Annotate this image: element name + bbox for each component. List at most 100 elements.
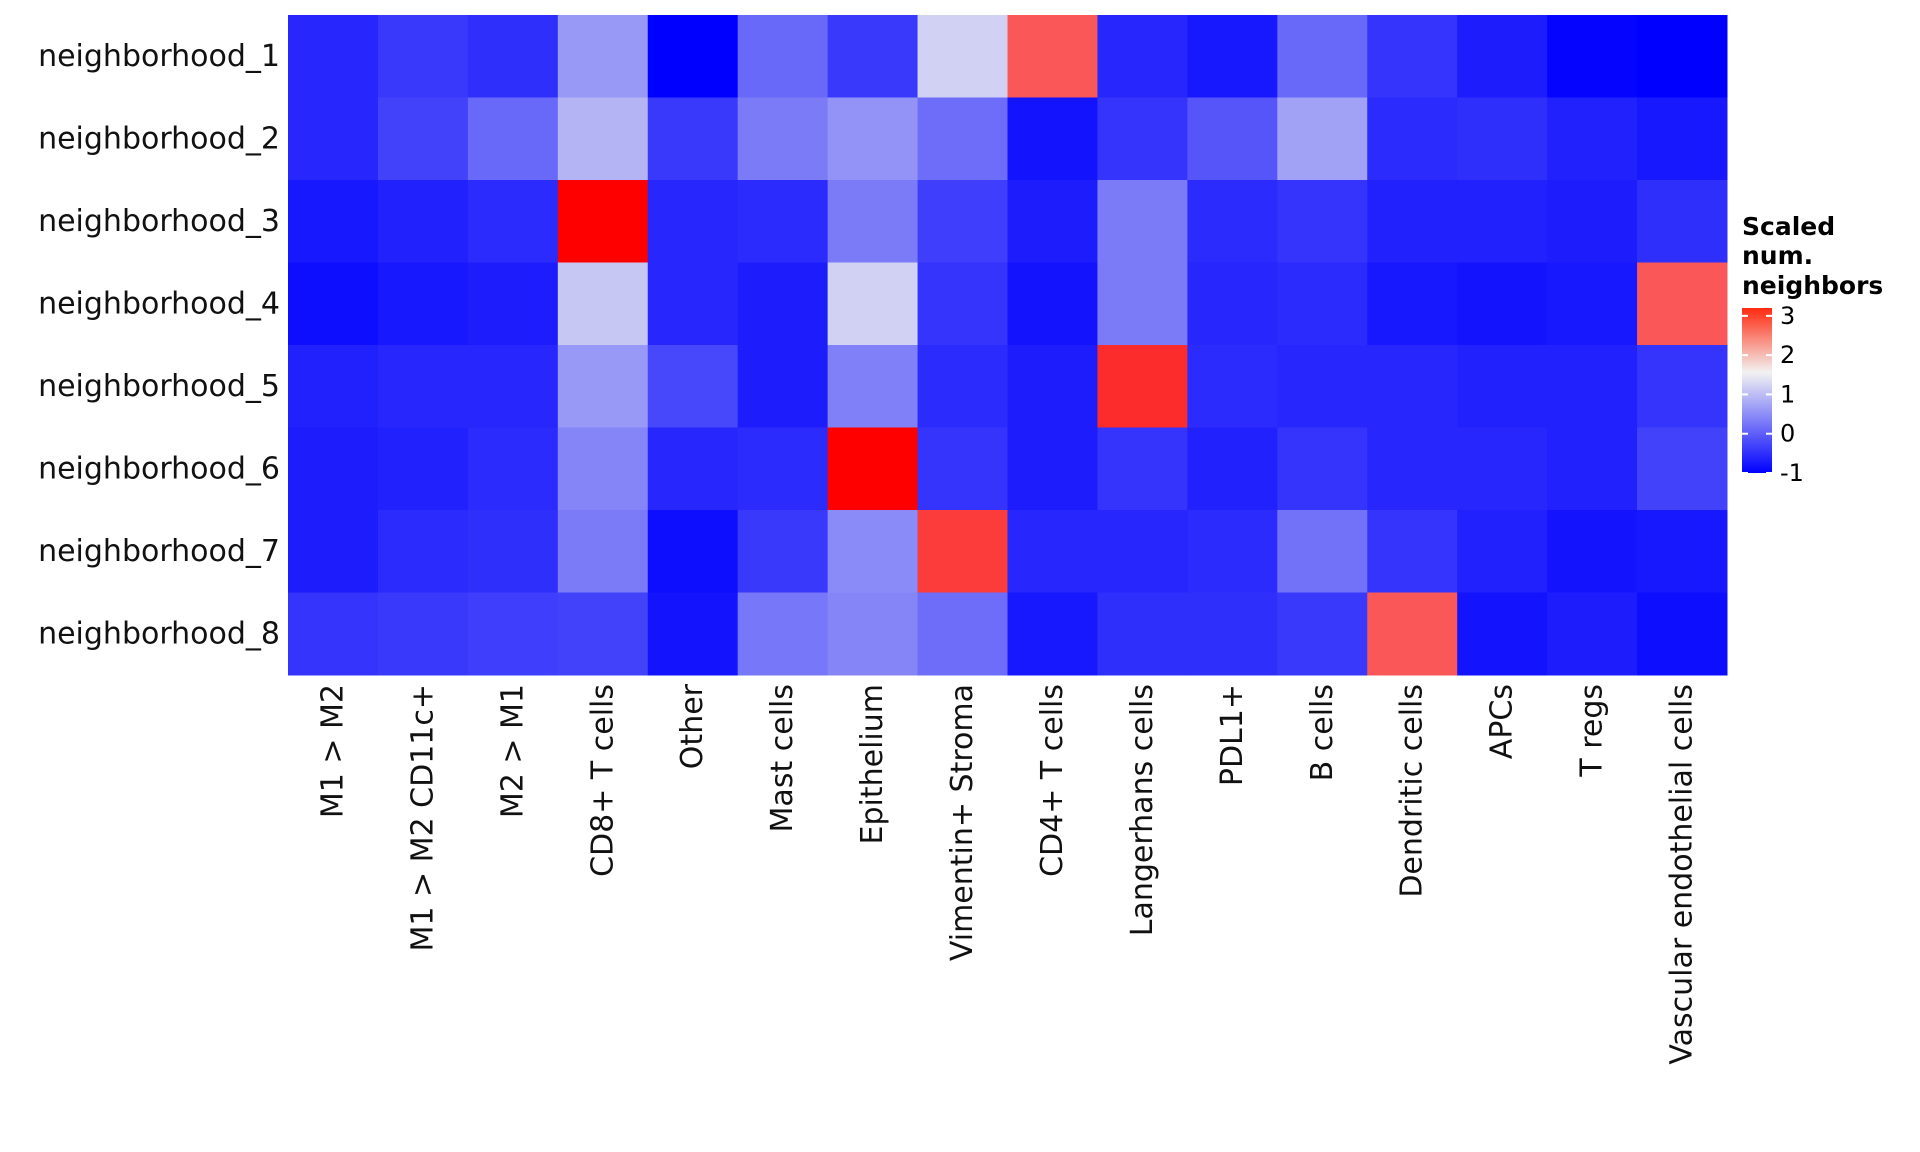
heatmap-cell	[377, 97, 469, 181]
heatmap-cells	[288, 15, 1728, 676]
heatmap-cell	[1187, 345, 1278, 428]
heatmap-cell	[1457, 15, 1548, 98]
heatmap-cell	[917, 345, 1008, 428]
heatmap-cell	[1097, 510, 1188, 593]
heatmap-cell	[1277, 15, 1368, 98]
heatmap-cell	[1367, 262, 1458, 346]
heatmap-cell	[1367, 427, 1458, 511]
heatmap-cell	[737, 427, 829, 511]
heatmap-cell	[467, 97, 559, 181]
heatmap-cell	[1187, 15, 1278, 98]
heatmap-cell	[917, 427, 1008, 511]
row-label: neighborhood_6	[38, 451, 280, 486]
column-label: Vimentin+ Stroma	[945, 684, 980, 961]
heatmap-cell	[1097, 592, 1188, 676]
heatmap-cell	[1277, 510, 1368, 593]
color-legend: Scaled num. neighbors 3 2 1 0 -1	[1742, 212, 1883, 487]
heatmap-cell	[1457, 510, 1548, 593]
heatmap-cell	[467, 180, 559, 263]
heatmap-cell	[917, 262, 1008, 346]
heatmap-cell	[1367, 97, 1458, 181]
heatmap-cell	[827, 180, 919, 263]
column-label: Vascular endothelial cells	[1665, 684, 1700, 1065]
heatmap-cell	[827, 262, 919, 346]
heatmap-cell	[647, 262, 739, 346]
heatmap-cell	[557, 180, 649, 263]
legend-title-line-1: Scaled	[1742, 212, 1835, 241]
legend-tick-label: 1	[1780, 380, 1795, 408]
column-label: Epithelium	[855, 684, 890, 844]
heatmap-cell	[377, 15, 469, 98]
heatmap-cell	[377, 262, 469, 346]
heatmap-cell	[1277, 97, 1368, 181]
heatmap-cell	[1637, 97, 1728, 181]
heatmap-cell	[288, 510, 379, 593]
heatmap-cell	[917, 592, 1008, 676]
heatmap-cell	[288, 15, 379, 98]
heatmap-cell	[557, 345, 649, 428]
heatmap-cell	[737, 180, 829, 263]
row-label: neighborhood_8	[38, 616, 280, 651]
row-label: neighborhood_7	[38, 534, 280, 569]
heatmap-cell	[1637, 592, 1728, 676]
heatmap-cell	[917, 97, 1008, 181]
heatmap-cell	[1277, 345, 1368, 428]
heatmap-cell	[1457, 427, 1548, 511]
column-label: Mast cells	[765, 684, 800, 832]
heatmap-cell	[1277, 262, 1368, 346]
heatmap-cell	[1097, 262, 1188, 346]
heatmap-cell	[1007, 345, 1098, 428]
column-label: CD4+ T cells	[1035, 684, 1070, 877]
row-label: neighborhood_3	[38, 204, 280, 239]
heatmap-cell	[1007, 427, 1098, 511]
column-label: Other	[675, 683, 710, 769]
heatmap-cell	[1007, 97, 1098, 181]
heatmap-cell	[288, 97, 379, 181]
heatmap-cell	[1637, 510, 1728, 593]
heatmap-cell	[647, 427, 739, 511]
heatmap-cell	[647, 510, 739, 593]
heatmap-cell	[1637, 15, 1728, 98]
column-label: CD8+ T cells	[585, 684, 620, 877]
heatmap-cell	[827, 592, 919, 676]
heatmap-cell	[1097, 180, 1188, 263]
column-label: Langerhans cells	[1125, 684, 1160, 936]
heatmap-cell	[288, 592, 379, 676]
heatmap-cell	[377, 592, 469, 676]
heatmap-cell	[1367, 15, 1458, 98]
row-label: neighborhood_2	[38, 121, 280, 156]
legend-tick-label: 2	[1780, 341, 1795, 369]
heatmap-cell	[377, 510, 469, 593]
heatmap-cell	[917, 510, 1008, 593]
heatmap-cell	[1097, 15, 1188, 98]
heatmap-cell	[1187, 510, 1278, 593]
heatmap-cell	[1457, 180, 1548, 263]
heatmap-cell	[467, 592, 559, 676]
heatmap-cell	[1187, 427, 1278, 511]
heatmap-cell	[647, 345, 739, 428]
heatmap-cell	[557, 262, 649, 346]
heatmap-cell	[1187, 262, 1278, 346]
heatmap-cell	[1007, 592, 1098, 676]
heatmap-cell	[827, 510, 919, 593]
heatmap-cell	[1637, 180, 1728, 263]
row-label: neighborhood_4	[38, 286, 280, 321]
heatmap-cell	[557, 15, 649, 98]
heatmap-cell	[1367, 345, 1458, 428]
heatmap-cell	[1637, 345, 1728, 428]
heatmap-cell	[1547, 427, 1638, 511]
heatmap-cell	[1547, 15, 1638, 98]
legend-tick-label: -1	[1780, 459, 1804, 487]
heatmap-cell	[1277, 427, 1368, 511]
heatmap-cell	[377, 427, 469, 511]
heatmap-cell	[1637, 262, 1728, 346]
heatmap-cell	[288, 262, 379, 346]
heatmap-cell	[1097, 427, 1188, 511]
column-label: M2 > M1	[495, 684, 530, 818]
heatmap-cell	[557, 592, 649, 676]
heatmap-cell	[827, 97, 919, 181]
column-label: APCs	[1485, 684, 1520, 759]
heatmap-cell	[1457, 262, 1548, 346]
heatmap-cell	[377, 345, 469, 428]
